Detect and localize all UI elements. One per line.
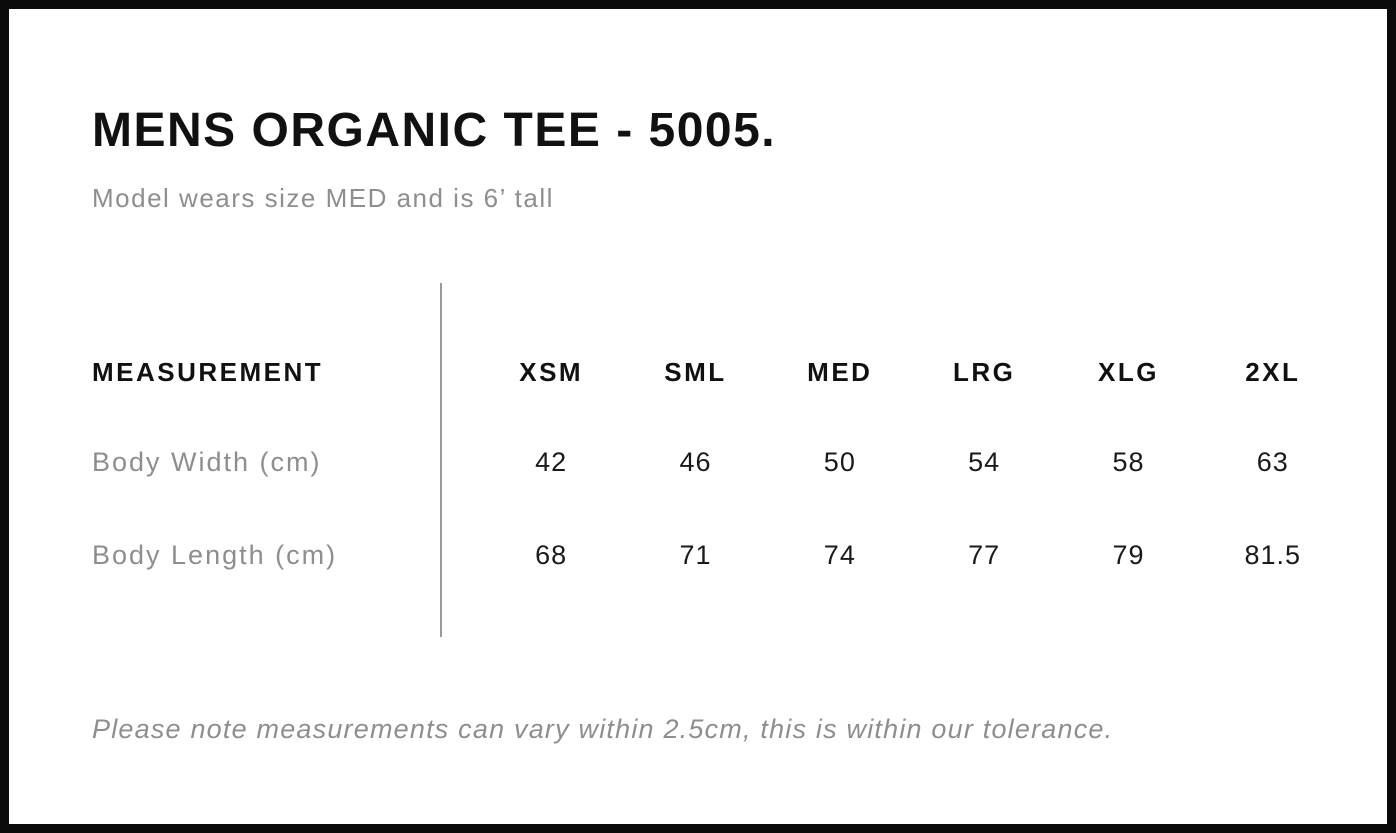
body-width-med: 50 (823, 447, 856, 477)
size-header-xlg: XLG (1098, 357, 1159, 387)
body-length-2xl: 81.5 (1244, 540, 1302, 570)
size-header-lrg: LRG (952, 357, 1016, 387)
measurement-column-header: MEASUREMENT (92, 357, 324, 387)
body-width-xsm: 42 (535, 447, 568, 477)
table-row-body-length: Body Length (cm) 68 71 74 77 79 81.5 (92, 542, 1345, 569)
body-width-lrg: 54 (968, 447, 1001, 477)
size-header-2xl: 2XL (1245, 357, 1301, 387)
body-width-2xl: 63 (1256, 447, 1289, 477)
size-header-xsm: XSM (519, 357, 584, 387)
body-width-xlg: 58 (1112, 447, 1145, 477)
table-row-body-width: Body Width (cm) 42 46 50 54 58 63 (92, 449, 1345, 476)
body-width-sml: 46 (679, 447, 712, 477)
page-title: MENS ORGANIC TEE - 5005. (92, 104, 777, 157)
size-header-row: MEASUREMENT XSM SML MED LRG XLG 2XL (92, 359, 1345, 385)
body-length-xsm: 68 (535, 540, 568, 570)
model-size-info: Model wears size MED and is 6’ tall (92, 183, 554, 213)
body-length-med: 74 (823, 540, 856, 570)
body-length-sml: 71 (679, 540, 712, 570)
size-header-sml: SML (664, 357, 727, 387)
row-label-body-width: Body Width (cm) (92, 447, 322, 477)
vertical-divider (440, 283, 442, 637)
body-length-lrg: 77 (968, 540, 1001, 570)
tolerance-note: Please note measurements can vary within… (92, 714, 1114, 744)
size-header-med: MED (807, 357, 873, 387)
body-length-xlg: 79 (1112, 540, 1145, 570)
row-label-body-length: Body Length (cm) (92, 540, 338, 570)
